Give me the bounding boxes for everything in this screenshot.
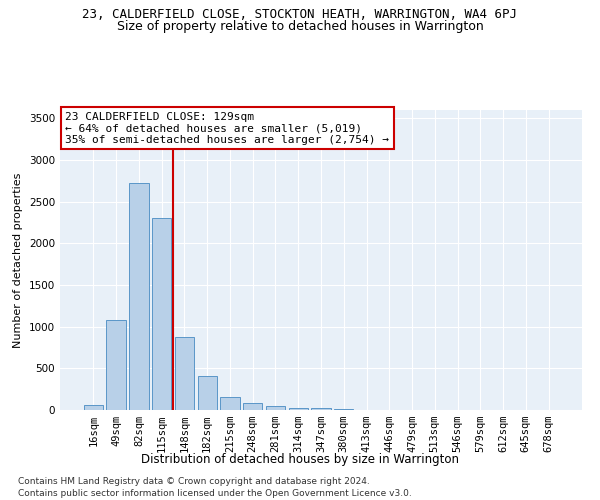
Text: Distribution of detached houses by size in Warrington: Distribution of detached houses by size … xyxy=(141,452,459,466)
Text: Contains HM Land Registry data © Crown copyright and database right 2024.: Contains HM Land Registry data © Crown c… xyxy=(18,478,370,486)
Bar xyxy=(266,406,285,410)
Bar xyxy=(106,320,126,410)
Bar xyxy=(334,409,353,410)
Text: 23, CALDERFIELD CLOSE, STOCKTON HEATH, WARRINGTON, WA4 6PJ: 23, CALDERFIELD CLOSE, STOCKTON HEATH, W… xyxy=(83,8,517,20)
Text: 23 CALDERFIELD CLOSE: 129sqm
← 64% of detached houses are smaller (5,019)
35% of: 23 CALDERFIELD CLOSE: 129sqm ← 64% of de… xyxy=(65,112,389,144)
Bar xyxy=(243,404,262,410)
Bar xyxy=(152,218,172,410)
Bar xyxy=(311,408,331,410)
Text: Size of property relative to detached houses in Warrington: Size of property relative to detached ho… xyxy=(116,20,484,33)
Bar xyxy=(289,408,308,410)
Bar xyxy=(197,376,217,410)
Bar xyxy=(84,406,103,410)
Bar xyxy=(220,397,239,410)
Bar xyxy=(175,336,194,410)
Text: Contains public sector information licensed under the Open Government Licence v3: Contains public sector information licen… xyxy=(18,489,412,498)
Bar xyxy=(129,184,149,410)
Y-axis label: Number of detached properties: Number of detached properties xyxy=(13,172,23,348)
